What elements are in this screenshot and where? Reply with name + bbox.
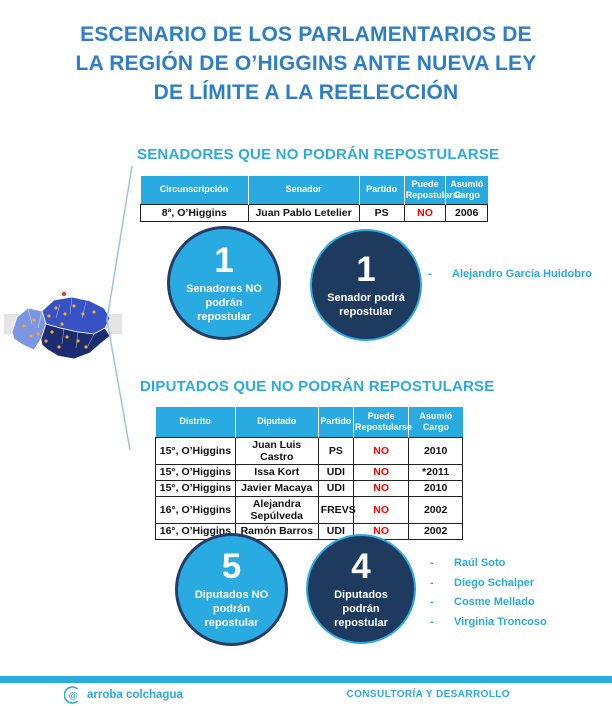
col-asumio-cargo: Asumió Cargo	[445, 176, 488, 204]
arroba-logo-icon: @	[64, 685, 78, 704]
map-south-region	[40, 323, 111, 360]
list-dash: -	[430, 596, 434, 608]
cell-diputado: Javier Macaya	[234, 479, 319, 497]
stat-value: 1	[214, 240, 234, 280]
col-circunscripcion: Circunscripción	[140, 176, 249, 204]
cell-asumio-cargo: 2010	[408, 479, 463, 497]
cell-partido: PS	[317, 436, 354, 465]
col-diputado: Diputado	[234, 407, 319, 437]
deputies-cannot-rerun-stat: 5 Diputados NO podrán repostular	[175, 533, 288, 646]
brand-name: arroba colchagua	[87, 688, 183, 701]
list-item: - Diego Schalper	[430, 574, 547, 594]
cell-diputado: Issa Kort	[234, 463, 319, 481]
list-dash: -	[430, 576, 434, 589]
stat-label: Diputados podrán repostular	[334, 588, 388, 629]
cell-distrito: 15°, O’Higgins	[155, 436, 236, 465]
ohiggins-region-map	[4, 284, 122, 368]
eligible-name: Virginia Troncoso	[454, 615, 547, 628]
page-title-line-2: LA REGIÓN DE O’HIGGINS ANTE NUEVA LEY	[75, 52, 537, 75]
cell-asumio-cargo: 2002	[408, 522, 463, 540]
cell-distrito: 15°, O’Higgins	[155, 479, 236, 497]
stat-label: Senadores NO podrán repostular	[186, 282, 262, 323]
senators-table-header-row: Circunscripción Senador Partido Puede Re…	[140, 176, 488, 204]
cell-diputado: Juan Luis Castro	[234, 436, 319, 465]
table-row: 8ª, O’Higgins Juan Pablo Letelier PS NO …	[140, 203, 488, 222]
cell-asumio-cargo: 2006	[445, 203, 488, 222]
stat-label: Diputados NO podrán repostular	[194, 589, 269, 629]
list-item: - Alejandro García Huidobro	[428, 265, 592, 285]
cell-asumio-cargo: *2011	[408, 463, 463, 481]
cell-partido: PS	[358, 203, 405, 222]
col-puede-repostularse: Puede Repostularse	[403, 176, 463, 204]
table-row: 16°, O’Higgins Ramón Barros UDI NO 2002	[155, 522, 463, 540]
cell-circunscripcion: 8ª, O’Higgins	[140, 203, 249, 222]
cell-puede-repostularse: NO	[352, 495, 410, 524]
eligible-name: Cosme Mellado	[454, 596, 535, 608]
col-asumio-cargo: Asumió Cargo	[408, 407, 463, 437]
cell-puede-repostularse: NO	[352, 479, 410, 497]
col-senador: Senador	[247, 176, 360, 204]
cell-diputado: Alejandra Sepúlveda	[234, 495, 319, 524]
list-item: - Cosme Mellado	[430, 593, 547, 613]
page-title: ESCENARIO DE LOS PARLAMENTARIOS DE LA RE…	[0, 20, 612, 107]
col-partido: Partido	[358, 176, 405, 204]
eligible-name: Diego Schalper	[454, 576, 535, 589]
list-item: - Raúl Soto	[430, 554, 547, 574]
stat-value: 4	[351, 546, 371, 586]
senators-can-rerun-stat: 1 Senador podrá repostular	[310, 229, 422, 341]
footer-accent-bar	[0, 676, 612, 683]
table-row: 15°, O’Higgins Issa Kort UDI NO *2011	[155, 463, 463, 481]
table-row: 16°, O’Higgins Alejandra Sepúlveda FREVS…	[155, 495, 463, 524]
table-row: 15°, O’Higgins Javier Macaya UDI NO 2010	[155, 479, 463, 497]
map-capital-marker	[62, 292, 66, 296]
region-map-illustration	[4, 292, 122, 360]
page-title-line-3: DE LÍMITE A LA REELECCIÓN	[153, 81, 459, 104]
cell-partido: UDI	[317, 463, 354, 481]
list-item: - Virginia Troncoso	[430, 613, 547, 633]
list-dash: -	[430, 557, 434, 569]
cell-partido: UDI	[317, 479, 354, 497]
eligible-name: Raúl Soto	[454, 557, 506, 569]
cell-diputado: Ramón Barros	[234, 522, 319, 540]
footer: @ arroba colchagua CONSULTORÍA Y DESARRO…	[0, 683, 612, 706]
deputies-table: Distrito Diputado Partido Puede Repostul…	[155, 407, 463, 540]
cell-asumio-cargo: 2010	[408, 436, 463, 465]
page-title-line-1: ESCENARIO DE LOS PARLAMENTARIOS DE	[80, 23, 532, 46]
footer-tagline: CONSULTORÍA Y DESARROLLO	[346, 689, 510, 700]
senators-section-heading: SENADORES QUE NO PODRÁN REPOSTULARSE	[137, 146, 500, 163]
table-row: 15°, O’Higgins Juan Luis Castro PS NO 20…	[155, 436, 463, 465]
cell-puede-repostularse: NO	[403, 203, 447, 222]
svg-text:@: @	[69, 690, 78, 701]
senators-table: Circunscripción Senador Partido Puede Re…	[140, 176, 488, 222]
list-dash: -	[430, 615, 434, 628]
list-dash: -	[428, 268, 432, 280]
cell-distrito: 15°, O’Higgins	[155, 463, 236, 481]
map-connector-lines	[106, 165, 133, 451]
cell-partido: FREVS	[317, 495, 356, 524]
brand-logo: @ arroba colchagua	[64, 685, 183, 704]
senators-eligible-list: - Alejandro García Huidobro	[428, 265, 592, 285]
stat-value: 5	[221, 547, 242, 586]
eligible-name: Alejandro García Huidobro	[452, 268, 592, 280]
stat-value: 1	[356, 249, 376, 289]
cell-senador: Juan Pablo Letelier	[247, 203, 360, 222]
map-town-dots	[22, 304, 96, 349]
cell-asumio-cargo: 2002	[408, 495, 463, 524]
cell-puede-repostularse: NO	[352, 463, 410, 481]
cell-puede-repostularse: NO	[352, 436, 410, 465]
deputies-section-heading: DIPUTADOS QUE NO PODRÁN REPOSTULARSE	[140, 378, 495, 395]
cell-distrito: 16°, O’Higgins	[155, 495, 236, 524]
col-partido: Partido	[317, 407, 354, 437]
deputies-eligible-list: - Raúl Soto - Diego Schalper - Cosme Mel…	[430, 554, 547, 632]
deputies-can-rerun-stat: 4 Diputados podrán repostular	[306, 534, 416, 644]
col-distrito: Distrito	[155, 407, 236, 437]
senators-cannot-rerun-stat: 1 Senadores NO podrán repostular	[167, 226, 281, 340]
col-puede-repostularse: Puede Repostularse	[352, 407, 412, 437]
stat-label: Senador podrá repostular	[327, 291, 405, 318]
deputies-table-header-row: Distrito Diputado Partido Puede Repostul…	[155, 407, 463, 437]
